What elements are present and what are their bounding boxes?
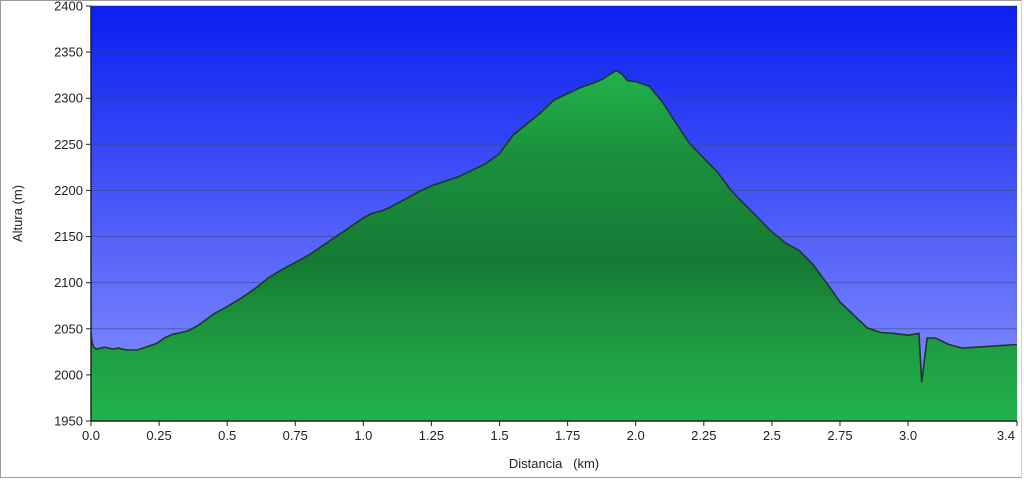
x-tick-label: 3.0 — [899, 428, 917, 443]
x-tick-label: 2.75 — [827, 428, 852, 443]
x-tick-label: 0.0 — [82, 428, 100, 443]
y-tick-label: 2000 — [54, 367, 83, 382]
x-tick-label: 2.0 — [627, 428, 645, 443]
y-tick-labels: 1950 2000 2050 2100 2150 2200 2250 2300 2350 2400 — [54, 0, 91, 429]
y-tick-label: 2350 — [54, 45, 83, 60]
y-tick-label: 2050 — [54, 321, 83, 336]
y-axis-title: Altura (m) — [10, 185, 25, 242]
elevation-area — [91, 70, 1017, 421]
y-tick-label: 2250 — [54, 137, 83, 152]
x-tick-label: 3.4 — [997, 428, 1015, 443]
y-tick-label: 2300 — [54, 91, 83, 106]
x-axis-title: Distancia (km) — [509, 456, 599, 471]
x-tick-label: 1.25 — [419, 428, 444, 443]
x-tick-label: 1.75 — [555, 428, 580, 443]
x-tick-label: 0.25 — [146, 428, 171, 443]
y-tick-label: 2200 — [54, 183, 83, 198]
elevation-line — [90, 69, 1018, 383]
x-tick-label: 1.0 — [354, 428, 372, 443]
x-tick-label: 0.75 — [283, 428, 308, 443]
axes — [90, 6, 1017, 422]
y-tick-label: 2150 — [54, 229, 83, 244]
y-tick-label: 2100 — [54, 275, 83, 290]
x-tick-label: 1.5 — [490, 428, 508, 443]
y-tick-label: 1950 — [54, 414, 83, 429]
x-tick-labels: 0.0 0.25 0.5 0.75 1.0 1.25 1.5 1.75 2.0 2.25 2.5 2.… — [82, 421, 1018, 443]
x-tick-label: 2.5 — [763, 428, 781, 443]
x-tick-label: 2.25 — [691, 428, 716, 443]
y-tick-label: 2400 — [54, 0, 83, 14]
x-tick-label: 0.5 — [218, 428, 236, 443]
